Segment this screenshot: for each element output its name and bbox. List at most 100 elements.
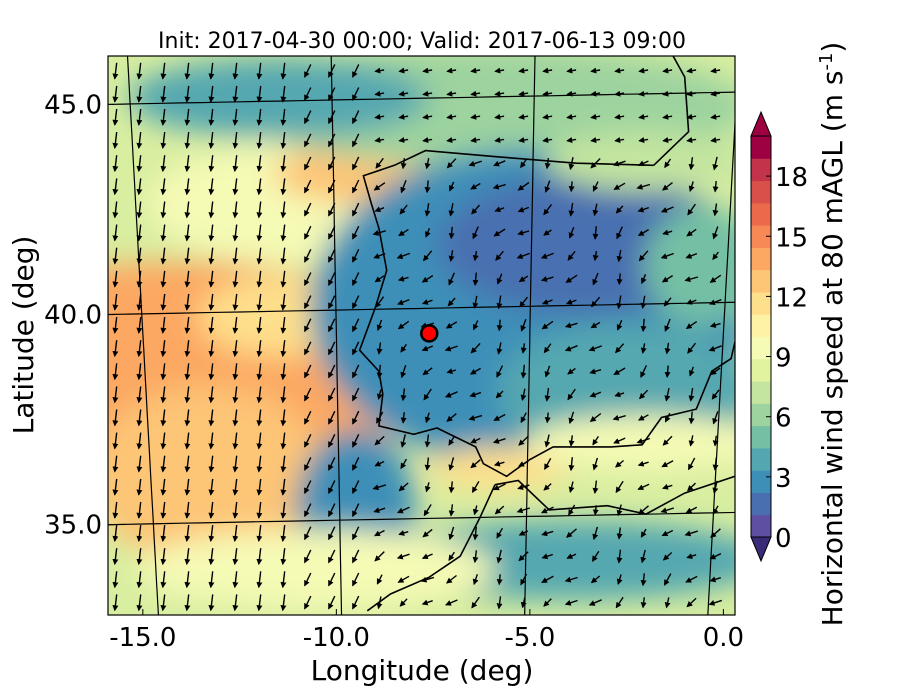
wind-vector	[184, 108, 191, 126]
wind-vector	[328, 503, 336, 518]
wind-vector	[590, 321, 601, 329]
wind-vector	[328, 87, 336, 102]
x-tick-label: -5.0	[505, 623, 556, 653]
wind-vector	[518, 90, 529, 97]
wind-vector	[567, 367, 576, 375]
wind-vector	[541, 553, 554, 560]
wind-vector	[232, 247, 239, 265]
wind-vector	[709, 576, 722, 583]
wind-vector	[256, 340, 263, 358]
wind-vector	[398, 482, 409, 492]
wind-speed-field	[108, 56, 735, 609]
wind-vector	[688, 157, 695, 171]
wind-vector	[375, 296, 385, 308]
wind-vector	[688, 435, 695, 447]
wind-vector	[352, 480, 360, 495]
wind-vector	[208, 317, 215, 334]
wind-vector	[352, 410, 360, 425]
wind-vector	[446, 90, 457, 97]
wind-vector	[662, 229, 673, 236]
wind-vector	[397, 575, 410, 583]
wind-vector	[446, 137, 457, 143]
wind-vector	[448, 226, 455, 240]
colorbar-segment	[751, 269, 771, 293]
meridian-line	[524, 56, 536, 615]
wind-vector	[304, 295, 312, 310]
wind-vector	[544, 387, 551, 402]
wind-vector	[421, 299, 433, 305]
wind-vector	[638, 137, 649, 143]
wind-vector	[112, 363, 119, 381]
wind-vector	[352, 295, 360, 310]
wind-vector	[685, 252, 698, 259]
wind-vector	[421, 345, 434, 352]
wind-vector	[328, 457, 336, 471]
wind-vector	[662, 137, 673, 143]
wind-vector	[662, 483, 673, 490]
wind-vector	[639, 389, 649, 400]
wind-vector	[543, 483, 552, 491]
x-ticks: -15.0 -10.0 -5.0 0.0	[109, 609, 744, 653]
wind-vector	[112, 178, 119, 196]
wind-vector	[136, 132, 143, 149]
wind-vector	[398, 90, 409, 97]
wind-vector	[184, 478, 191, 496]
wind-vector	[232, 409, 239, 427]
wind-vector	[304, 202, 312, 217]
wind-vector	[396, 506, 410, 514]
wind-vector	[280, 178, 287, 196]
wind-vector	[472, 550, 479, 564]
wind-vector	[374, 551, 385, 562]
colorbar-segment	[751, 202, 771, 226]
wind-vector	[232, 270, 239, 288]
wind-vector	[373, 182, 386, 191]
wind-vector	[112, 317, 119, 334]
wind-vector	[136, 340, 143, 358]
wind-vector	[136, 363, 143, 381]
wind-vector	[352, 549, 360, 564]
wind-vector	[493, 160, 506, 167]
wind-vector	[160, 478, 167, 496]
wind-vector	[662, 113, 673, 120]
wind-vector	[543, 598, 552, 607]
wind-vector	[496, 596, 503, 610]
wind-vector	[616, 273, 623, 286]
wind-vector	[160, 201, 167, 219]
wind-vector	[328, 318, 336, 333]
wind-vector	[492, 183, 506, 190]
wind-vector	[448, 504, 455, 517]
wind-vector	[564, 599, 578, 606]
wind-vector	[256, 432, 263, 450]
wind-vector	[588, 345, 603, 352]
wind-vector	[446, 368, 457, 374]
wind-vector	[662, 67, 673, 74]
wind-vector	[492, 483, 506, 491]
wind-vector	[637, 206, 650, 213]
wind-vector	[446, 574, 457, 584]
wind-vector	[447, 297, 456, 307]
coastline-north-africa	[494, 475, 735, 515]
wind-vector	[496, 365, 504, 378]
wind-vector	[568, 457, 575, 472]
wind-vector	[688, 181, 695, 193]
wind-vector	[684, 276, 699, 283]
wind-vector	[376, 319, 383, 332]
wind-vector	[710, 367, 721, 375]
wind-vector	[664, 412, 671, 423]
wind-vector	[664, 158, 672, 169]
wind-vector	[208, 432, 215, 450]
wind-vector	[160, 363, 167, 381]
wind-vector	[616, 549, 623, 564]
wind-vector	[352, 133, 360, 148]
y-tick-label: 35.0	[44, 511, 102, 541]
wind-vector	[470, 67, 481, 74]
wind-vector	[232, 525, 239, 542]
wind-vector	[708, 599, 723, 606]
colorbar-segment	[751, 403, 771, 427]
wind-vector	[517, 484, 530, 490]
wind-vector	[614, 137, 625, 143]
wind-vector	[352, 526, 360, 541]
wind-vector	[663, 297, 672, 307]
colorbar-segment	[751, 336, 771, 360]
site-marker	[419, 324, 439, 343]
